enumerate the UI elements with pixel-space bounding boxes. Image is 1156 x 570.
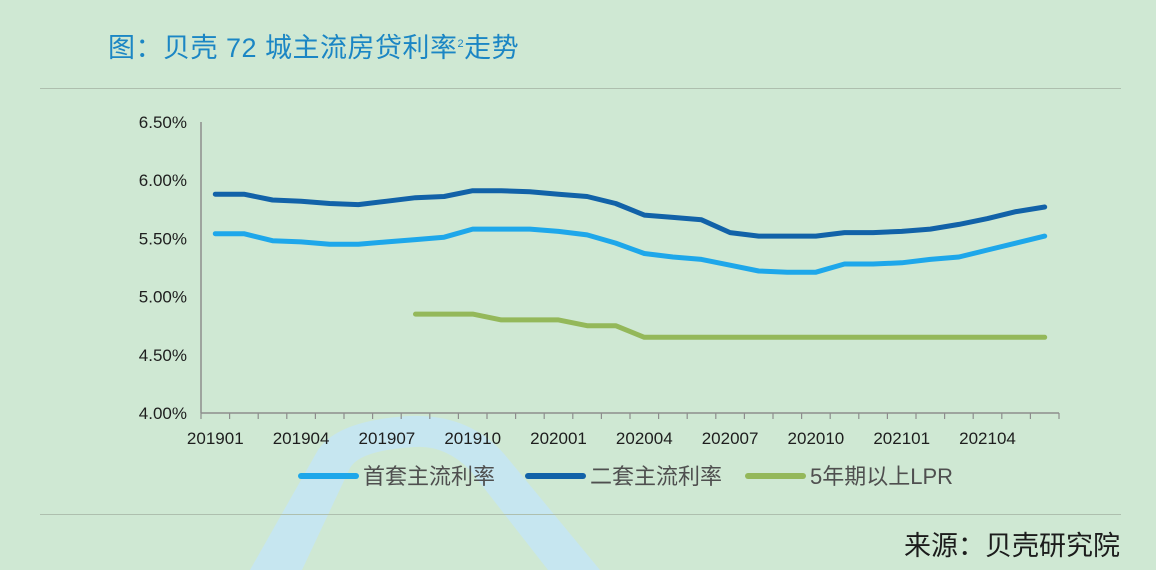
y-tick-label: 6.00% (139, 171, 187, 190)
x-tick-label: 201910 (444, 429, 501, 448)
y-tick-label: 4.00% (139, 404, 187, 423)
x-tick-label: 202010 (788, 429, 845, 448)
legend-label: 首套主流利率 (363, 464, 495, 489)
legend-label: 二套主流利率 (590, 464, 722, 489)
legend-label: 5年期以上LPR (810, 464, 953, 489)
series-line-1 (212, 226, 1048, 275)
x-tick-label: 201901 (187, 429, 244, 448)
x-tick-label: 202007 (702, 429, 759, 448)
x-tick-label: 202001 (530, 429, 587, 448)
x-tick-label: 202101 (873, 429, 930, 448)
x-tick-label: 202004 (616, 429, 673, 448)
title-superscript: 2 (457, 38, 465, 50)
source-note: 来源：贝壳研究院 (904, 531, 1120, 561)
chart-title: 图：贝壳 72 城主流房贷利率2走势 (108, 26, 519, 65)
y-tick-label: 5.50% (139, 229, 187, 248)
series-line-2 (212, 188, 1048, 239)
y-tick-label: 4.50% (139, 346, 187, 365)
series-line-3 (413, 311, 1048, 340)
y-tick-label: 6.50% (139, 113, 187, 132)
x-tick-label: 202104 (959, 429, 1016, 448)
x-tick-label: 201907 (359, 429, 416, 448)
x-tick-label: 201904 (273, 429, 330, 448)
title-text: 图：贝壳 72 城主流房贷利率 (108, 33, 458, 63)
y-tick-label: 5.00% (139, 288, 187, 307)
top-divider (40, 88, 1121, 89)
title-tail: 走势 (464, 33, 520, 63)
bottom-divider (40, 514, 1121, 515)
